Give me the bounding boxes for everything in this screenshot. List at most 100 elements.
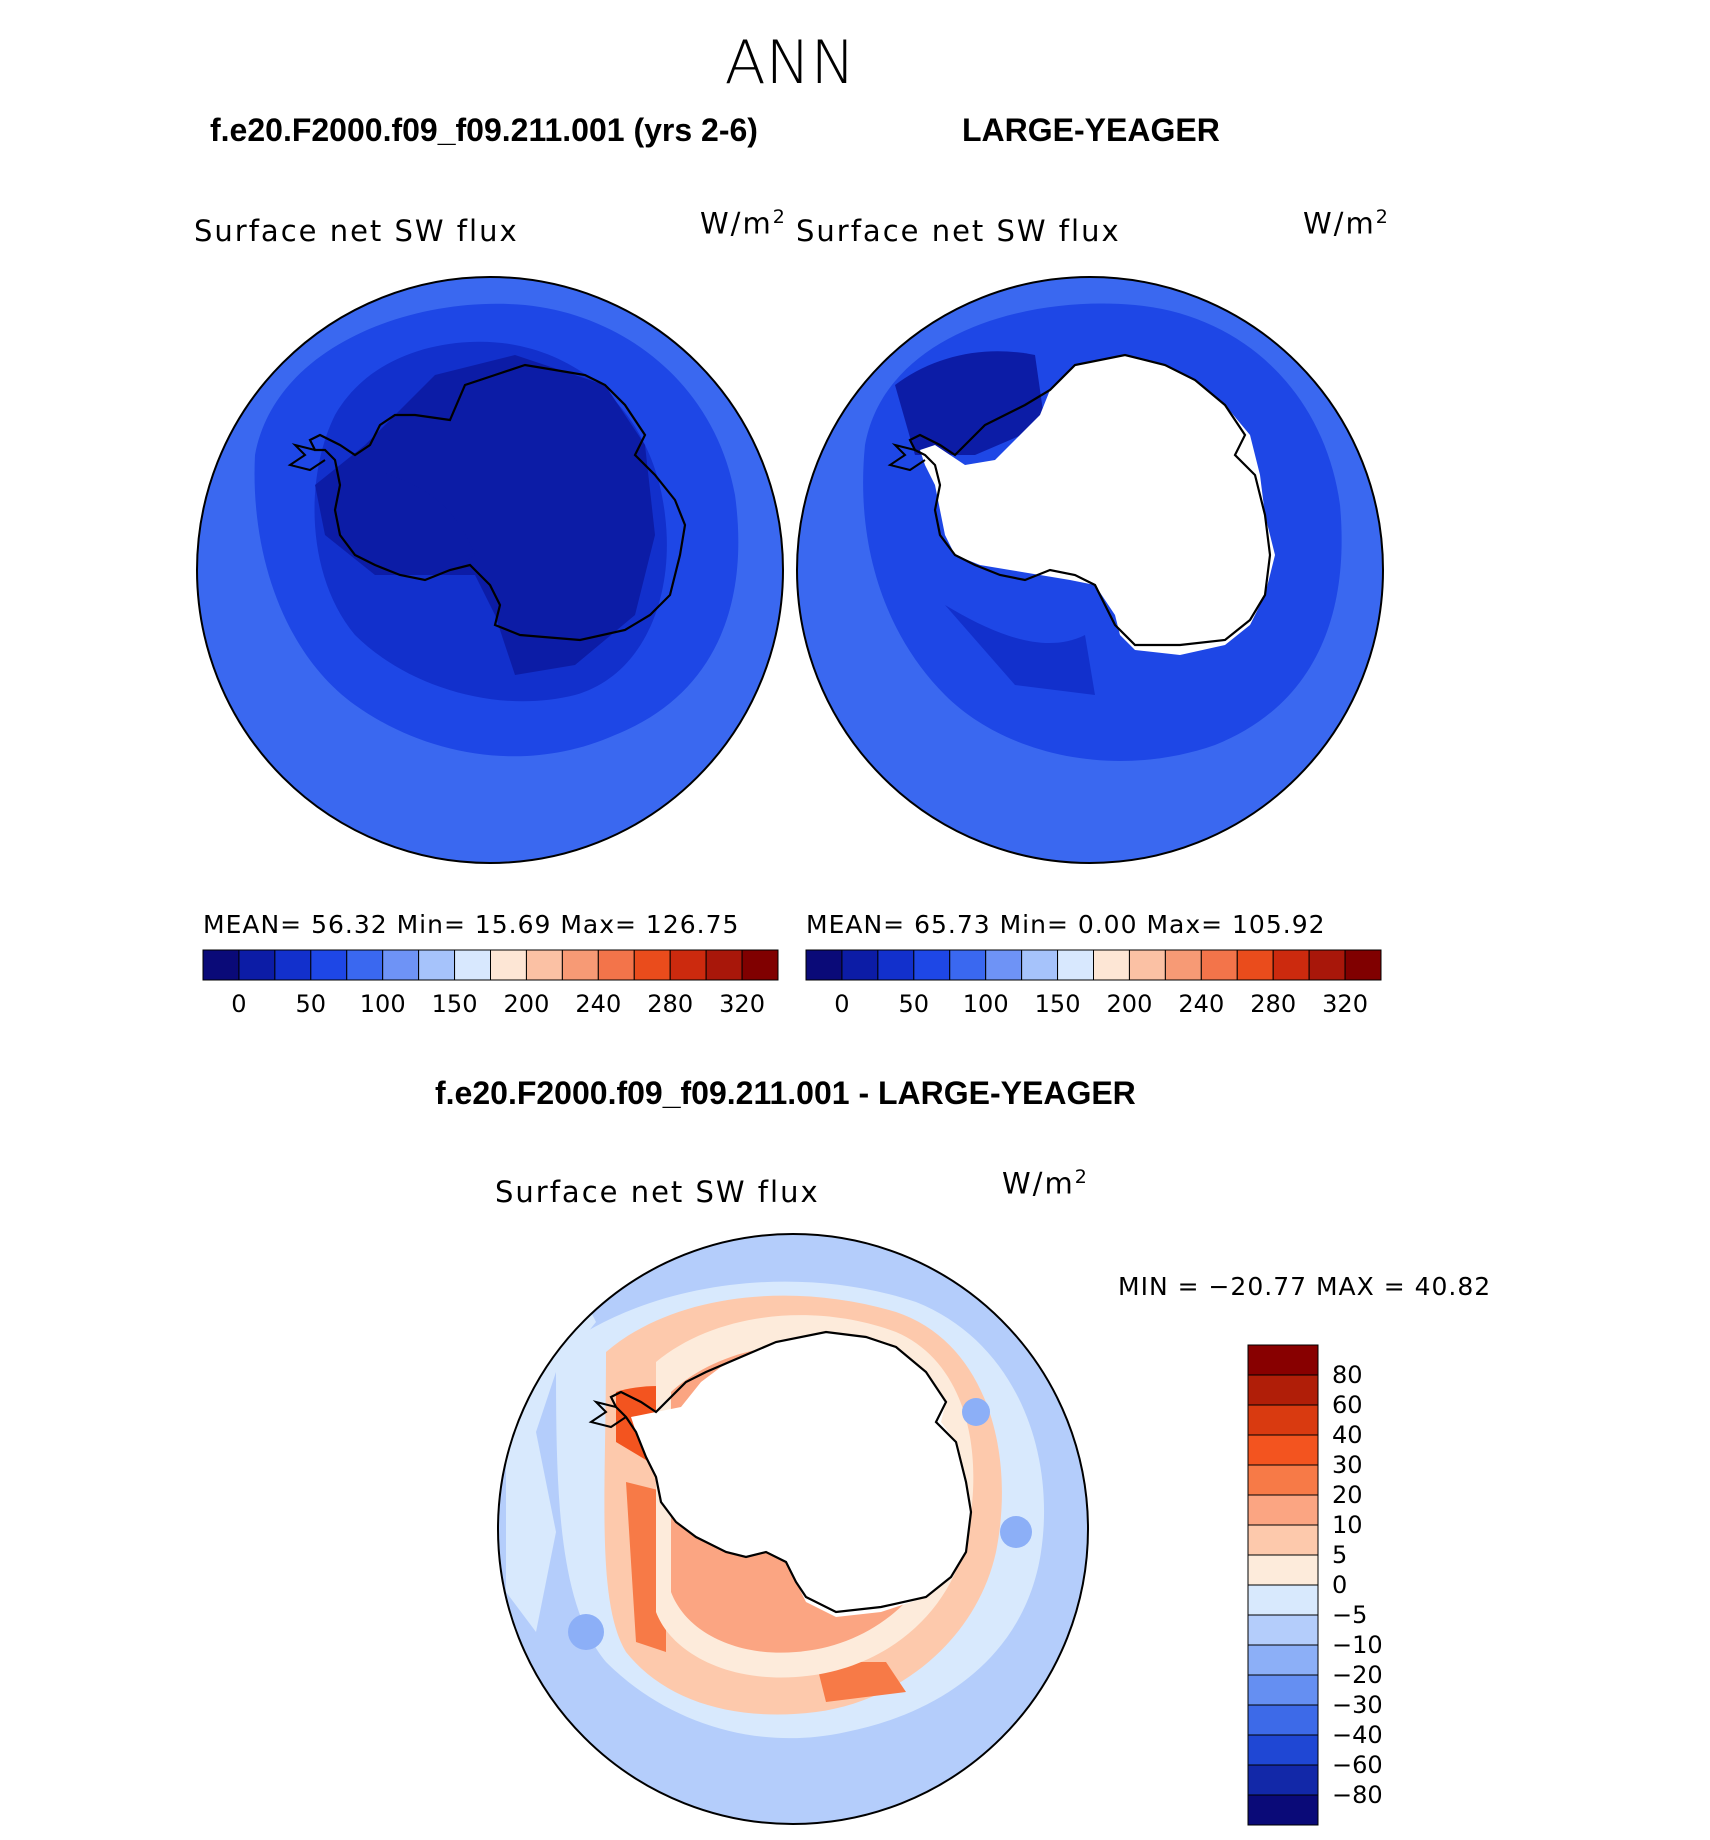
colorbar-swatch <box>1093 949 1130 981</box>
colorbar-swatch <box>1247 1524 1319 1556</box>
map-border <box>796 276 1384 864</box>
colorbar-tick-label: −5 <box>1332 1601 1368 1629</box>
colorbar-tick-label: −80 <box>1332 1781 1383 1809</box>
panel1-label: Surface net SW flux <box>194 214 519 248</box>
colorbar-tick-label: 320 <box>719 990 765 1018</box>
map-obs <box>796 276 1384 864</box>
masked-land <box>920 355 1275 655</box>
obs-title: LARGE-YEAGER <box>962 112 1220 148</box>
colorbar-swatch <box>561 949 599 981</box>
colorbar-tick-label: −40 <box>1332 1721 1383 1749</box>
map-border <box>497 1233 1089 1825</box>
map-difference <box>497 1233 1089 1825</box>
colorbar-swatch <box>1021 949 1059 981</box>
colorbar-tick-label: 200 <box>1106 990 1153 1018</box>
colorbar-tick-label: 5 <box>1332 1541 1348 1569</box>
masked-land <box>631 1332 971 1617</box>
colorbar-swatch <box>1247 1794 1319 1826</box>
colorbar-obs <box>805 949 1382 981</box>
map-border <box>196 276 784 864</box>
colorbar-swatch <box>238 949 276 981</box>
colorbar-swatch <box>1247 1704 1319 1736</box>
colorbar-swatch <box>841 949 879 981</box>
colorbar-swatch <box>985 949 1023 981</box>
panel1-stats: MEAN= 56.32 Min= 15.69 Max= 126.75 <box>203 910 740 939</box>
colorbar-swatch <box>913 949 951 981</box>
colorbar-swatch <box>1128 949 1166 981</box>
colorbar-swatch <box>669 949 707 981</box>
colorbar-difference <box>1247 1344 1319 1826</box>
colorbar-swatch <box>1247 1674 1319 1706</box>
colorbar-tick-label: 80 <box>1332 1361 1363 1389</box>
panel1-units: W/m2 <box>700 206 787 241</box>
colorbar-swatch <box>1247 1764 1319 1796</box>
panel2-label: Surface net SW flux <box>796 214 1121 248</box>
colorbar-swatch <box>1247 1614 1319 1646</box>
colorbar-tick-label: −20 <box>1332 1661 1383 1689</box>
panel2-stats: MEAN= 65.73 Min= 0.00 Max= 105.92 <box>806 910 1326 939</box>
season-title: ANN <box>724 28 856 98</box>
colorbar-tick-label: 10 <box>1332 1511 1363 1539</box>
colorbar-tick-label: 240 <box>1178 990 1225 1018</box>
colorbar-tick-label: 100 <box>962 990 1009 1018</box>
colorbar-tick-label: 50 <box>898 990 930 1018</box>
colorbar-difference-ticks: 80 60 40 30 20 10 5 0 −5 −10 −20 −30 −40 −60 −80 <box>1332 1345 1452 1825</box>
colorbar-swatch <box>418 949 456 981</box>
colorbar-obs-ticks: 0 50 100 150 200 240 280 320 <box>806 990 1381 1020</box>
colorbar-swatch <box>346 949 384 981</box>
colorbar-swatch <box>1344 949 1382 981</box>
colorbar-model-ticks: 0 50 100 150 200 240 280 320 <box>203 990 778 1020</box>
colorbar-swatch <box>490 949 527 981</box>
colorbar-tick-label: 280 <box>647 990 694 1018</box>
panel2-units: W/m2 <box>1303 206 1390 241</box>
colorbar-tick-label: 280 <box>1250 990 1297 1018</box>
colorbar-swatch <box>1247 1554 1319 1586</box>
colorbar-swatch <box>877 949 915 981</box>
colorbar-swatch <box>1247 1734 1319 1766</box>
colorbar-tick-label: 0 <box>231 990 247 1018</box>
colorbar-swatch <box>805 949 843 981</box>
antarctic-coastline <box>908 353 1272 647</box>
colorbar-swatch <box>949 949 987 981</box>
colorbar-tick-label: 100 <box>359 990 406 1018</box>
colorbar-tick-label: −60 <box>1332 1751 1383 1779</box>
panel3-label: Surface net SW flux <box>495 1175 820 1209</box>
diff-title: f.e20.F2000.f09_f09.211.001 - LARGE-YEAG… <box>435 1075 1136 1111</box>
colorbar-swatch <box>1308 949 1346 981</box>
colorbar-swatch <box>525 949 563 981</box>
colorbar-tick-label: 240 <box>575 990 622 1018</box>
colorbar-swatch <box>310 949 348 981</box>
colorbar-swatch <box>202 949 240 981</box>
contour-core <box>895 351 1045 455</box>
colorbar-tick-label: 40 <box>1332 1421 1363 1449</box>
colorbar-tick-label: 0 <box>834 990 850 1018</box>
colorbar-tick-label: 0 <box>1332 1571 1348 1599</box>
colorbar-tick-label: 60 <box>1332 1391 1363 1419</box>
contour-patch <box>205 310 255 405</box>
colorbar-swatch <box>1247 1404 1319 1436</box>
colorbar-swatch <box>1247 1644 1319 1676</box>
colorbar-tick-label: −30 <box>1332 1691 1383 1719</box>
antarctic-coastline <box>308 363 687 642</box>
colorbar-swatch <box>705 949 743 981</box>
colorbar-swatch <box>274 949 312 981</box>
colorbar-swatch <box>1247 1584 1319 1616</box>
colorbar-tick-label: 150 <box>431 990 478 1018</box>
panel3-stats: MIN = −20.77 MAX = 40.82 <box>1118 1272 1492 1301</box>
colorbar-swatch <box>1247 1494 1319 1526</box>
colorbar-tick-label: 50 <box>295 990 327 1018</box>
colorbar-swatch <box>382 949 420 981</box>
case-title: f.e20.F2000.f09_f09.211.001 (yrs 2-6) <box>210 112 758 148</box>
colorbar-swatch <box>1247 1374 1319 1406</box>
colorbar-swatch <box>1272 949 1310 981</box>
colorbar-swatch <box>1236 949 1274 981</box>
colorbar-tick-label: 150 <box>1034 990 1081 1018</box>
colorbar-swatch <box>1247 1464 1319 1496</box>
colorbar-swatch <box>741 949 779 981</box>
colorbar-swatch <box>597 949 635 981</box>
colorbar-tick-label: 20 <box>1332 1481 1363 1509</box>
colorbar-model <box>202 949 779 981</box>
map-model <box>196 276 784 864</box>
colorbar-tick-label: 320 <box>1322 990 1368 1018</box>
colorbar-tick-label: −10 <box>1332 1631 1383 1659</box>
